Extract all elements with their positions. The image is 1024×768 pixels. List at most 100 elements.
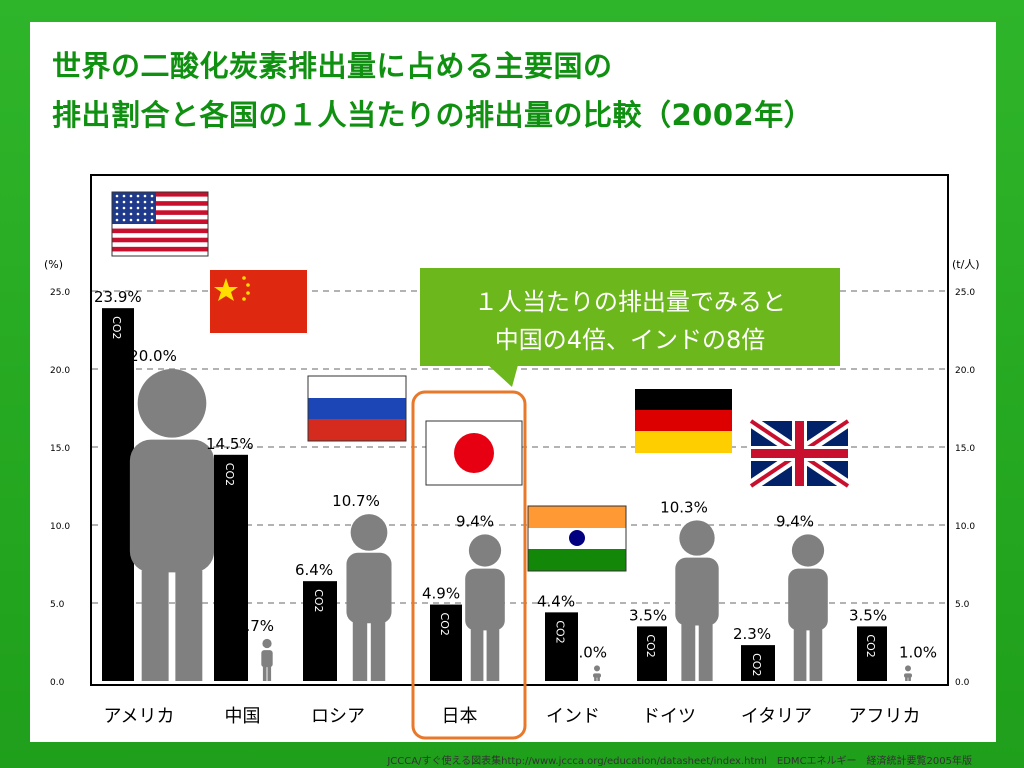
- figure-head: [468, 534, 502, 567]
- figure-leg: [470, 628, 484, 681]
- flag-canton: [112, 192, 156, 224]
- germany-flag: [635, 389, 732, 453]
- right-tick-label: 5.0: [955, 600, 970, 610]
- flag-star: [246, 291, 250, 295]
- bar-co2-label: CO2: [750, 653, 763, 676]
- flag-star: [136, 194, 140, 198]
- flag-star: [242, 276, 246, 280]
- flag-star: [122, 218, 126, 222]
- flag-star: [150, 206, 154, 210]
- bar-co2-label: CO2: [554, 620, 567, 643]
- russia-flag: [307, 375, 407, 442]
- country-label: ロシア: [311, 706, 365, 727]
- figure-body: [129, 439, 215, 573]
- flag-field: [210, 270, 307, 333]
- share-bar: [430, 604, 462, 681]
- flag-star: [122, 206, 126, 210]
- per-capita-value-label: 9.4%: [776, 512, 814, 530]
- plot-frame: [90, 174, 949, 686]
- callout-text-line-2: 中国の4倍、インドの8倍: [494, 326, 766, 354]
- slide-title-line-1: 世界の二酸化炭素排出量に占める主要国の: [52, 49, 613, 83]
- per-capita-figure: [261, 638, 273, 681]
- source-note: JCCCA/すぐ使える図表集http://www.jccca.org/educa…: [387, 756, 972, 767]
- figure-head: [262, 638, 272, 649]
- share-bar: [214, 454, 248, 681]
- share-value-label: 3.5%: [849, 606, 887, 624]
- flag-star: [129, 200, 133, 204]
- japan-highlight-box: [411, 390, 527, 740]
- left-tick-label: 10.0: [50, 522, 70, 532]
- share-value-label: 6.4%: [295, 561, 333, 579]
- flag-star: [214, 278, 238, 301]
- country-label: イタリア: [741, 706, 812, 727]
- flag-star: [136, 218, 140, 222]
- per-capita-figure: [904, 665, 912, 681]
- flag-stripe: [635, 431, 732, 453]
- country-label: 日本: [442, 706, 478, 727]
- flag-stripe: [308, 419, 406, 441]
- bar-co2-label: CO2: [864, 634, 877, 657]
- flag-border: [111, 191, 209, 257]
- per-capita-figure: [465, 534, 505, 681]
- per-capita-figure: [788, 534, 828, 681]
- share-value-label: 4.9%: [422, 585, 460, 603]
- country-label: アメリカ: [103, 706, 174, 727]
- figure-leg: [486, 628, 500, 681]
- figure-leg: [262, 665, 267, 681]
- left-tick-label: 0.0: [50, 678, 65, 688]
- share-bar: [741, 645, 775, 681]
- bar-co2-label: CO2: [110, 316, 123, 339]
- figure-head: [905, 665, 911, 672]
- figure-leg: [267, 665, 272, 681]
- figure-body: [675, 557, 719, 626]
- share-value-label: 23.9%: [94, 288, 142, 306]
- flag-stripe: [635, 410, 732, 431]
- figure-body: [465, 568, 505, 631]
- figure-head: [791, 534, 825, 567]
- japan-flag: [425, 420, 523, 486]
- right-tick-label: 15.0: [955, 444, 975, 454]
- country-label: インド: [546, 706, 600, 727]
- per-capita-value-label: 20.0%: [129, 347, 177, 365]
- per-capita-value-label: 10.7%: [332, 492, 380, 510]
- flag-star: [136, 212, 140, 216]
- flag-sun: [454, 433, 494, 473]
- share-bar: [637, 626, 667, 681]
- flag-stripe: [528, 549, 626, 571]
- left-tick-label: 25.0: [50, 288, 70, 298]
- bar-co2-label: CO2: [644, 634, 657, 657]
- per-capita-figure: [675, 520, 719, 681]
- callout-box: １人当たりの排出量でみると 中国の4倍、インドの8倍: [420, 268, 840, 366]
- flag-star: [129, 218, 133, 222]
- flag-star: [115, 200, 119, 204]
- left-axis-unit: (%): [44, 258, 63, 271]
- flag-stripe: [112, 210, 208, 215]
- per-capita-value-label: 2.7%: [236, 617, 274, 635]
- figure-leg: [793, 628, 807, 681]
- slide-title-line-2: 排出割合と各国の１人当たりの排出量の比較（2002年）: [52, 98, 814, 132]
- share-bar: [303, 581, 337, 681]
- figure-leg: [352, 621, 368, 681]
- figure-leg: [141, 570, 169, 681]
- country-label: 中国: [225, 706, 261, 727]
- bar-co2-label: CO2: [438, 613, 451, 636]
- figure-leg: [905, 675, 908, 681]
- share-bar: [545, 612, 578, 681]
- left-tick-label: 5.0: [50, 600, 65, 610]
- left-tick-label: 15.0: [50, 444, 70, 454]
- flag-stripe: [308, 376, 406, 398]
- flag-stripe: [112, 237, 208, 243]
- flag-border: [527, 505, 627, 572]
- bar-co2-label: CO2: [312, 589, 325, 612]
- flag-star: [143, 206, 147, 210]
- per-capita-value-label: 9.4%: [456, 512, 494, 530]
- flag-star: [143, 218, 147, 222]
- flag-star: [129, 206, 133, 210]
- per-capita-figure: [129, 369, 215, 681]
- flag-stripe: [112, 192, 208, 197]
- per-capita-value-label: 10.3%: [660, 498, 708, 516]
- figure-leg: [809, 628, 823, 681]
- flag-star: [150, 212, 154, 216]
- right-tick-label: 10.0: [955, 522, 975, 532]
